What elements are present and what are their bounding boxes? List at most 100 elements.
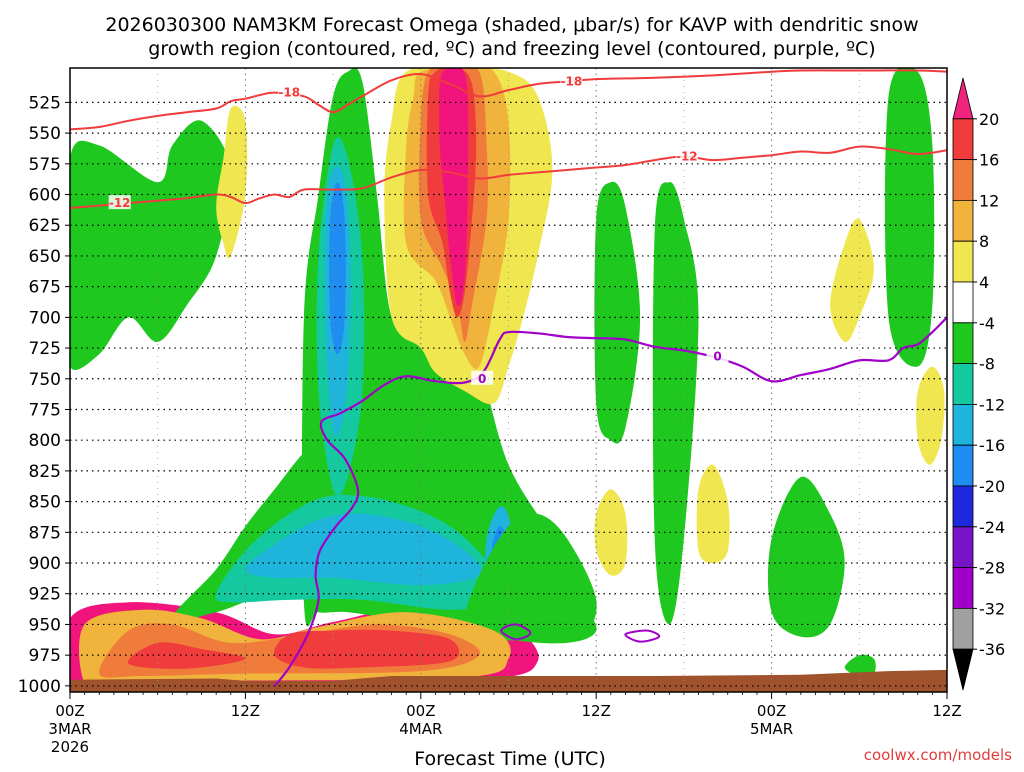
omega-region-pos4-23: [216, 105, 248, 259]
freezing-level-label-1: 0: [478, 372, 486, 386]
y-tick-label-700: 700: [29, 308, 61, 328]
colorbar-label-13: -36: [979, 640, 1005, 659]
colorbar-label-6: -8: [979, 355, 995, 374]
chart-title-line2: growth region (contoured, red, ºC) and f…: [148, 38, 875, 60]
gridlines: [70, 68, 947, 692]
x-tick-label-0: 00Z: [55, 702, 84, 720]
colorbar-label-7: -12: [979, 395, 1005, 414]
freezing-level-label-2: 0: [713, 350, 721, 364]
y-tick-label-925: 925: [29, 585, 61, 605]
x-tick-year-0: 2026: [51, 738, 89, 756]
x-tick-date-24: 4MAR: [399, 720, 442, 738]
colorbar-segment-3: [952, 199, 974, 242]
omega-region-neg4-7: [884, 68, 935, 367]
colorbar-segment-0: [952, 77, 974, 120]
y-tick-label-950: 950: [29, 615, 61, 635]
y-tick-label-625: 625: [29, 216, 61, 236]
dgz-minus18-label-2-bg: [560, 73, 583, 88]
y-tick-label-725: 725: [29, 339, 61, 359]
x-tick-date-0: 3MAR: [48, 720, 91, 738]
x-tick-label-12: 12Z: [231, 702, 260, 720]
freezing-level-label-1-bg: [471, 370, 494, 385]
y-axis: 525 550 575 600 625 650 675 700 725 750 775 800 825 8…: [18, 93, 70, 697]
omega-region-neg4-1: [70, 120, 232, 371]
freezing-level-closed-contour-2: [624, 629, 661, 643]
y-tick-label-750: 750: [29, 370, 61, 390]
colorbar-segment-8: [952, 403, 974, 446]
colorbar-segment-2: [952, 159, 974, 201]
omega-region-neg4-16: [464, 513, 597, 641]
omega-region-neg4-32: [844, 654, 876, 677]
omega-region-neg4-4: [594, 181, 641, 444]
colorbar-segment-14: [952, 648, 974, 691]
y-tick-label-775: 775: [29, 400, 61, 420]
colorbar-segment-11: [952, 526, 974, 568]
colorbar-label-1: 16: [979, 151, 999, 170]
colorbar-segment-13: [952, 608, 974, 650]
y-tick-label-675: 675: [29, 278, 61, 298]
dgz-minus12-label-1: -12: [109, 196, 131, 210]
x-tick-date-48: 5MAR: [750, 720, 793, 738]
colorbar-segment-12: [952, 567, 974, 609]
y-tick-label-850: 850: [29, 493, 61, 513]
omega-region-pos4-27: [916, 366, 945, 465]
colorbar-segment-6: [952, 322, 974, 365]
omega-region-neg16-12: [329, 182, 346, 355]
omega-region-neg4-5: [652, 182, 699, 625]
y-tick-label-875: 875: [29, 523, 61, 543]
y-tick-label-975: 975: [29, 646, 61, 666]
x-tick-label-36: 12Z: [582, 702, 611, 720]
freezing-level-label-2-bg: [706, 348, 729, 363]
colorbar-segment-5: [952, 281, 974, 324]
credit-text: coolwx.com/models: [864, 746, 1012, 764]
omega-region-neg12-10: [245, 513, 482, 586]
colorbar-label-2: 12: [979, 191, 999, 210]
dgz-minus18-label-2: -18: [561, 75, 583, 89]
freezing-level-closed-contour-1: [500, 623, 532, 641]
y-tick-label-600: 600: [29, 186, 61, 206]
chart-title-line1: 2026030300 NAM3KM Forecast Omega (shaded…: [105, 14, 918, 36]
colorbar-segment-10: [952, 485, 974, 528]
colorbar-label-10: -24: [979, 518, 1005, 537]
colorbar-label-5: -4: [979, 314, 995, 333]
y-tick-label-825: 825: [29, 462, 61, 482]
dgz-minus18-label-1-bg: [278, 84, 301, 99]
y-tick-label-525: 525: [29, 93, 61, 113]
omega-region-pos20-22: [439, 68, 469, 306]
omega-region-pos16-31: [274, 629, 460, 669]
y-tick-label-550: 550: [29, 124, 61, 144]
y-tick-label-650: 650: [29, 247, 61, 267]
colorbar-segment-9: [952, 444, 974, 487]
colorbar: 20 16 12 8 4 -4 -8 -12 -16 -20 -24 -28 -32 -36: [952, 77, 1005, 691]
x-tick-label-60: 12Z: [932, 702, 961, 720]
colorbar-segment-1: [952, 118, 974, 161]
omega-region-pos4-25: [696, 464, 730, 563]
dgz-minus18-label-1: -18: [278, 86, 300, 100]
dgz-minus12-contour: [70, 145, 947, 209]
colorbar-segment-7: [952, 363, 974, 405]
y-tick-label-575: 575: [29, 155, 61, 175]
dgz-minus12-label-2: -12: [676, 149, 698, 163]
contour-layer: -18 -18 -12 -12 0 0: [70, 69, 947, 687]
colorbar-label-0: 20: [979, 110, 999, 129]
colorbar-label-8: -16: [979, 436, 1005, 455]
colorbar-segment-4: [952, 240, 974, 283]
colorbar-label-11: -28: [979, 559, 1005, 578]
y-tick-label-1000: 1000: [18, 677, 61, 697]
omega-region-pos4-26: [830, 218, 874, 343]
colorbar-label-12: -32: [979, 599, 1005, 618]
colorbar-label-4: 4: [979, 273, 989, 292]
omega-region-pos4-24: [594, 489, 628, 576]
x-axis-label: Forecast Time (UTC): [414, 748, 605, 768]
x-tick-label-24: 00Z: [406, 702, 435, 720]
omega-region-neg4-6: [767, 476, 845, 638]
y-tick-label-900: 900: [29, 554, 61, 574]
x-tick-label-48: 00Z: [757, 702, 786, 720]
colorbar-label-9: -20: [979, 477, 1005, 496]
dgz-minus12-label-2-bg: [675, 148, 698, 163]
freezing-level-contour: [273, 316, 947, 687]
dgz-minus18-contour: [70, 69, 947, 131]
y-tick-label-800: 800: [29, 431, 61, 451]
